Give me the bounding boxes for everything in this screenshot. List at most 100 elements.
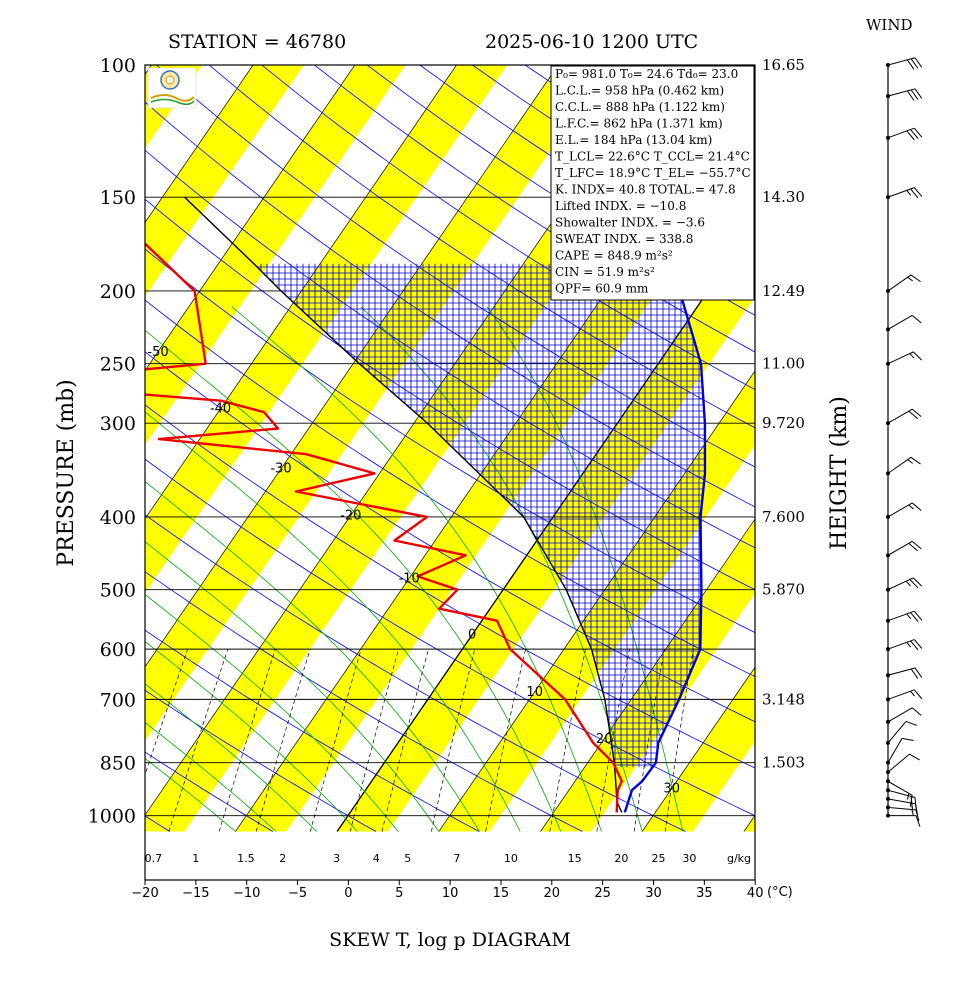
wind-barb-staff — [887, 689, 915, 700]
wind-barb-staff — [887, 456, 912, 474]
dry-adiabat — [261, 65, 755, 391]
isotherm-label: -30 — [270, 462, 291, 477]
wind-barb-feather — [914, 88, 923, 99]
isotherm-label: -50 — [147, 345, 168, 360]
isotherm-line — [145, 65, 254, 224]
wind-barb-staff — [887, 577, 914, 591]
wind-barb-staff — [887, 408, 913, 424]
wind-barb-feather — [914, 57, 923, 68]
temperature-tick-label: 25 — [594, 886, 611, 901]
wind-barb-half-feather — [909, 353, 915, 359]
height-tick-label: 16.65 — [762, 56, 805, 74]
isotherm-line — [438, 370, 755, 832]
wind-barb-feather — [909, 579, 919, 589]
mixing-ratio-line — [255, 648, 311, 832]
isotherm-band — [145, 65, 406, 445]
mixing-ratio-label: 4 — [373, 852, 380, 865]
wind-barb-feather — [910, 188, 919, 199]
cape-hatch — [253, 263, 705, 768]
wind-barb-feather — [913, 351, 923, 361]
plot-area: -50 -40 -30 -20 -10 0 10 20 30 0.7 1 1.5 2 3 4 5 7 10 15 2… — [144, 31, 960, 881]
wind-barb-staff — [887, 610, 915, 622]
wind-barb-staff — [887, 806, 916, 811]
pressure-tick-label: 200 — [100, 281, 136, 303]
wind-barb-staff — [887, 187, 915, 198]
moist-adiabat — [145, 481, 480, 832]
index-line: P₀= 981.0 T₀= 24.6 Td₀= 23.0 — [555, 67, 738, 81]
wind-profile — [886, 57, 923, 827]
wind-barb — [886, 57, 923, 70]
wind-barb — [886, 788, 917, 810]
wind-barb-half-feather — [906, 641, 912, 648]
isotherm-label: -10 — [399, 571, 420, 586]
index-line: CAPE = 848.9 m²s² — [555, 249, 673, 263]
wind-barb-feather — [913, 689, 923, 700]
wind-barb — [886, 707, 922, 724]
wind-barb-half-feather — [907, 459, 914, 464]
wind-barb-feather — [910, 612, 919, 622]
wind-barb-staff — [887, 707, 913, 723]
mixing-ratio-line — [596, 649, 630, 832]
parcel-path — [184, 196, 623, 813]
mixing-ratio-label: 0.7 — [145, 852, 163, 865]
diagram-title: SKEW T, log p DIAGRAM — [329, 929, 571, 951]
moist-adiabat — [231, 306, 602, 832]
wind-barb-feather — [910, 456, 921, 465]
isotherm-label: -20 — [340, 508, 361, 523]
wind-barb-half-feather — [911, 809, 914, 816]
dry-adiabat — [145, 571, 583, 832]
isotherm-line — [145, 65, 457, 520]
wind-barb — [886, 689, 923, 702]
height-tick-label: 14.30 — [762, 188, 805, 206]
wind-barb-staff — [887, 351, 914, 365]
wind-barb-staff — [887, 780, 913, 796]
dry-adiabat — [145, 689, 377, 832]
index-line: E.L.= 184 hPa (13.04 km) — [555, 133, 712, 147]
wind-barb-staff — [887, 789, 916, 798]
wind-barb — [886, 813, 921, 827]
wind-barb-feather — [915, 815, 921, 827]
wind-barb — [886, 737, 914, 765]
index-line: C.C.L.= 888 hPa (1.122 km) — [555, 100, 725, 114]
isotherm-label: 30 — [664, 782, 681, 797]
wind-label: WIND — [866, 16, 913, 34]
dry-adiabat — [145, 404, 755, 769]
wind-barb — [886, 779, 913, 807]
wind-barb-feather — [911, 540, 922, 550]
mixing-ratio-line — [349, 649, 399, 832]
station-logo — [147, 67, 197, 109]
pressure-tick-label: 250 — [100, 354, 136, 376]
height-tick-label: 9.720 — [762, 414, 805, 432]
isotherm-label: -40 — [210, 402, 231, 417]
isotherm-band — [846, 31, 960, 832]
wind-barb — [886, 610, 923, 623]
wind-barb — [886, 408, 922, 426]
mixing-ratio-label: 5 — [404, 852, 411, 865]
height-tick-label: 7.600 — [762, 508, 805, 526]
pressure-tick-label: 700 — [100, 689, 136, 711]
dry-adiabat — [145, 458, 755, 817]
wind-barb-staff — [887, 57, 916, 66]
wind-barb-half-feather — [910, 690, 915, 697]
wind-barb-feather — [906, 59, 915, 70]
pressure-tick-label: 1000 — [88, 806, 136, 828]
moist-adiabat — [145, 722, 277, 832]
wind-barb — [886, 314, 922, 332]
wind-barb-feather — [913, 639, 923, 649]
index-line: Lifted INDX. = −10.8 — [555, 199, 686, 213]
pressure-tick-label: 400 — [100, 507, 136, 529]
temperature-tick-label: 0 — [344, 886, 352, 901]
temperature-axis: −20 −15 −10 −5 0 5 10 15 20 25 30 35 40 — [131, 880, 763, 901]
isotherm-line — [145, 65, 356, 372]
pressure-tick-label: 600 — [100, 639, 136, 661]
wind-barb-staff — [887, 127, 915, 139]
mixing-ratio-line — [485, 649, 526, 832]
index-line: CIN = 51.9 m²s² — [555, 265, 655, 279]
pressure-tick-label: 150 — [100, 187, 136, 209]
dry-adiabat — [145, 815, 171, 832]
index-line: K. INDX= 40.8 TOTAL.= 47.8 — [555, 183, 736, 197]
temperature-tick-label: 10 — [442, 886, 459, 901]
wind-barb-staff — [887, 540, 913, 556]
wind-barb — [886, 805, 920, 822]
